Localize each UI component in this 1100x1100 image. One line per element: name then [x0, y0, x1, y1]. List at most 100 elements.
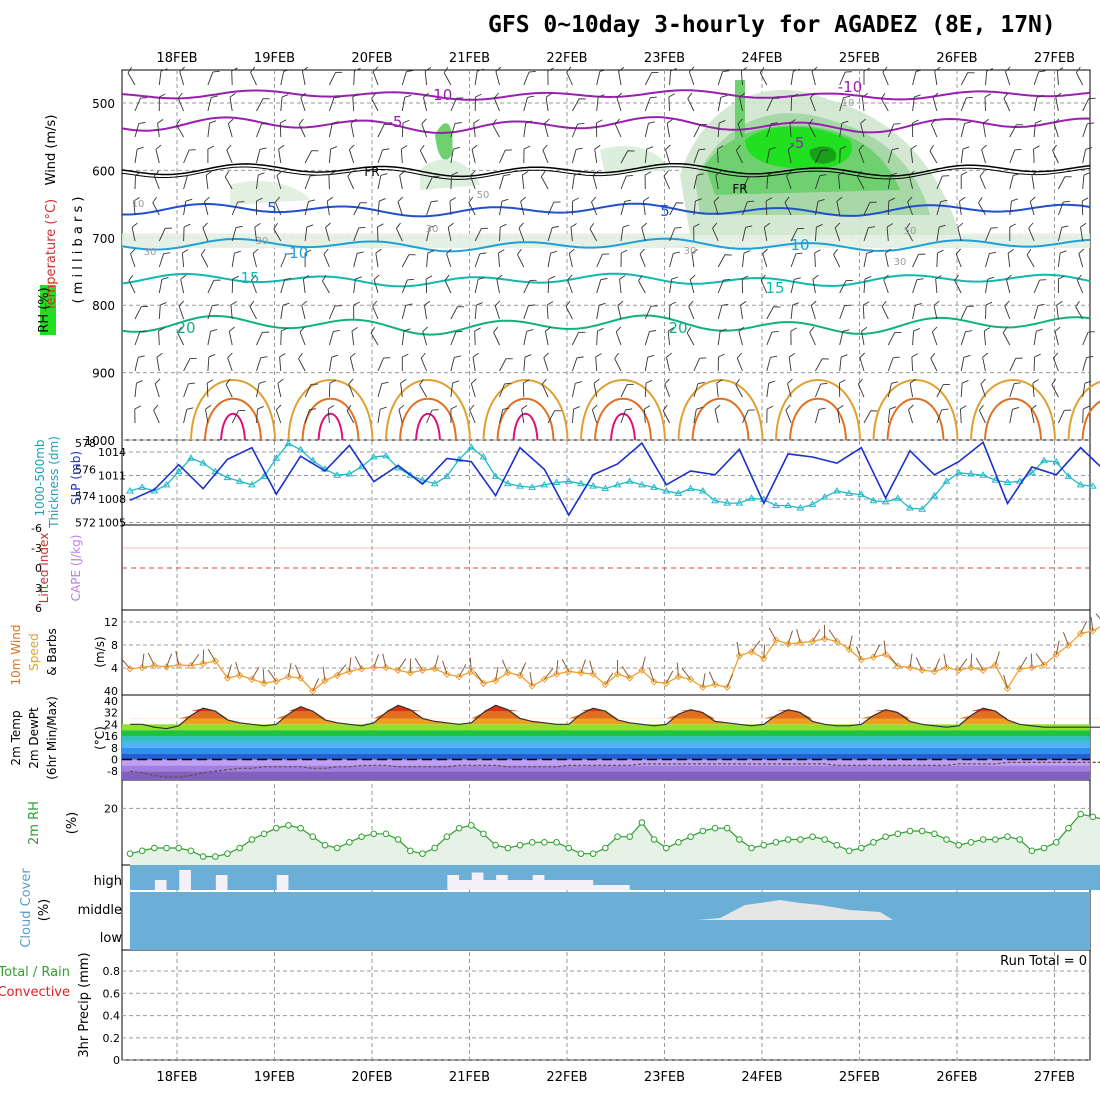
wind-barb: [180, 274, 187, 294]
barb-staff: [372, 305, 379, 320]
rh2m-point: [285, 822, 292, 829]
wind-barb: [322, 275, 330, 294]
barb-feather: [176, 119, 181, 126]
wind-barb: [446, 248, 452, 268]
barb-feather: [934, 66, 941, 72]
barb-staff: [523, 280, 531, 294]
barb-staff: [571, 149, 577, 164]
wind-barb: [280, 327, 288, 346]
cloud-high-bar: [666, 865, 679, 890]
wind-barb: [960, 121, 972, 138]
cloud-high-bar: [361, 865, 375, 890]
barb-staff: [450, 123, 456, 138]
barb-feather: [419, 144, 425, 151]
contour-label: 20: [668, 319, 687, 337]
barb-feather: [599, 302, 606, 306]
thickness-point: [954, 468, 963, 476]
barb-feather: [493, 326, 499, 333]
wind-speed-point: [1015, 665, 1024, 673]
thickness-point: [1076, 480, 1085, 488]
barb-staff: [152, 202, 160, 216]
barb-staff: [954, 280, 962, 294]
wind-barb: [716, 379, 723, 398]
barb-feather: [698, 148, 706, 151]
thickness-point: [967, 470, 975, 477]
thickness-point: [772, 501, 780, 509]
wind-barb: [399, 170, 406, 190]
barb-staff: [158, 253, 165, 268]
barb-staff: [932, 97, 938, 112]
barb-feather: [795, 252, 803, 255]
wind-barb: [346, 404, 355, 424]
barb-feather: [894, 332, 902, 334]
barb-feather: [160, 302, 167, 306]
barb-staff: [571, 332, 579, 346]
cloud-high-bar: [800, 865, 813, 890]
wind-barb: [617, 300, 624, 320]
barb-staff: [1075, 306, 1084, 320]
wind-barb: [276, 170, 283, 190]
barb-feather: [139, 330, 147, 333]
barb-feather: [933, 300, 940, 306]
thickness-point: [906, 504, 914, 511]
wind-barb: [954, 274, 962, 294]
upper-tick-label: 700: [92, 232, 115, 246]
barb-feather: [1054, 326, 1061, 332]
barb-feather: [599, 69, 607, 72]
barb-staff: [134, 149, 138, 164]
contour-label: 30: [256, 236, 269, 247]
barb-feather: [552, 226, 559, 229]
contour-35: [317, 412, 344, 441]
barb-feather: [469, 404, 475, 411]
barb-feather: [736, 352, 743, 359]
barb-feather: [845, 71, 852, 73]
barb-feather: [333, 329, 340, 332]
barb-feather: [943, 384, 950, 386]
date-label-bottom: 24FEB: [741, 1070, 782, 1085]
date-label-bottom: 18FEB: [156, 1070, 197, 1085]
wind-barb: [857, 378, 865, 398]
barb-feather: [893, 123, 901, 125]
barb-feather: [298, 352, 303, 359]
barb-staff: [474, 279, 479, 294]
barb-staff: [1080, 227, 1084, 242]
wind-barb: [419, 144, 428, 164]
barb-feather: [303, 275, 310, 280]
rh2m-point: [480, 830, 487, 838]
cloud-high-bar: [568, 865, 582, 880]
wind-barb: [882, 66, 889, 86]
wind-barb: [1075, 301, 1084, 320]
barb-staff: [857, 176, 865, 190]
barb-feather: [211, 95, 218, 98]
barb-feather: [592, 170, 599, 176]
rh2m-point: [1065, 824, 1072, 832]
barb-feather: [311, 383, 318, 385]
barb-staff: [839, 71, 846, 86]
barb-feather: [399, 170, 406, 176]
barb-staff: [181, 253, 185, 268]
axis-labels: 18FEB18FEB19FEB19FEB20FEB20FEB21FEB21FEB…: [31, 51, 1075, 1085]
wind-barb: [591, 196, 598, 216]
barb-staff: [299, 331, 306, 346]
barb-staff: [591, 201, 598, 216]
barb-staff: [274, 201, 282, 216]
wind-barb: [644, 354, 655, 372]
date-label-bottom: 21FEB: [449, 1070, 490, 1085]
barb-feather: [180, 274, 187, 280]
thickness-point: [650, 483, 658, 490]
wind-barb-10m: [322, 666, 326, 681]
barb-feather: [723, 279, 731, 281]
wind-barb: [930, 352, 938, 372]
barb-staff: [619, 279, 622, 294]
wind-barb: [887, 406, 897, 424]
wind-barb: [1056, 301, 1063, 320]
wind-barb: [860, 118, 867, 138]
thickness-point: [272, 454, 281, 461]
barb-staff: [1007, 253, 1011, 268]
barb-staff: [669, 279, 672, 294]
wind-barb: [205, 171, 213, 190]
wind-barb: [571, 172, 581, 190]
wind-barb: [833, 248, 841, 268]
wind-barb: [664, 378, 671, 398]
barb-feather: [528, 304, 536, 307]
